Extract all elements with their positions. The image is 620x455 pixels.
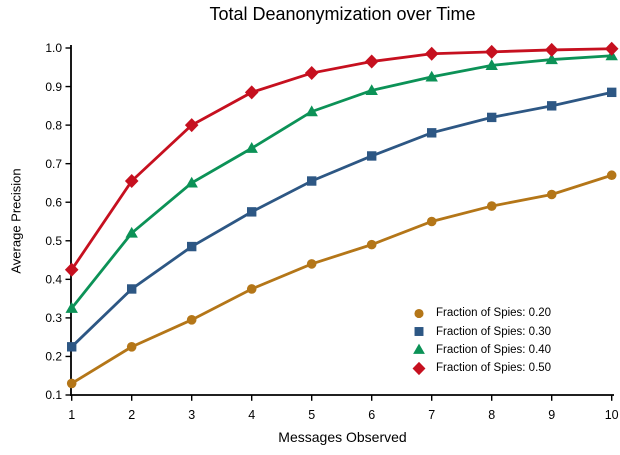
triangle-legend-icon <box>413 344 425 355</box>
y-tick-label: 0.5 <box>45 234 62 248</box>
triangle-marker <box>545 53 558 65</box>
x-tick-label: 2 <box>128 408 135 422</box>
legend-item: Fraction of Spies: 0.40 <box>407 341 551 359</box>
diamond-marker <box>184 118 199 133</box>
legend-item: Fraction of Spies: 0.50 <box>407 359 551 377</box>
series-line <box>70 173 613 385</box>
diamond-marker <box>604 41 619 56</box>
diamond-marker <box>484 44 499 59</box>
triangle-marker <box>305 105 318 117</box>
circle-marker <box>246 284 257 294</box>
x-tick-label: 6 <box>368 408 375 422</box>
circle-marker <box>414 308 424 318</box>
square-marker <box>307 176 317 186</box>
diamond-marker <box>424 46 439 61</box>
square-marker <box>367 151 377 161</box>
x-tick-label: 10 <box>605 408 619 422</box>
diamond-legend-icon <box>412 361 426 376</box>
circle-legend-icon <box>414 308 424 318</box>
diamond-marker <box>124 174 139 189</box>
legend-item-label: Fraction of Spies: 0.30 <box>436 325 552 338</box>
y-tick-label: 0.8 <box>45 118 62 132</box>
square-legend-icon <box>414 327 424 337</box>
circle-marker <box>426 216 437 227</box>
circle-marker <box>186 315 197 325</box>
diamond-marker <box>304 66 319 81</box>
x-tick-label: 8 <box>488 408 495 422</box>
legend-item-label: Fraction of Spies: 0.50 <box>436 362 552 375</box>
y-tick-label: 0.6 <box>45 195 62 209</box>
square-marker <box>547 101 557 111</box>
series-0.50 <box>64 41 619 277</box>
series-0.40 <box>65 49 618 313</box>
x-tick-label: 1 <box>68 408 75 422</box>
x-tick-label: 9 <box>548 408 555 422</box>
chart-title: Total Deanonymization over Time <box>209 4 476 24</box>
circle-marker <box>66 378 77 389</box>
triangle-marker <box>125 226 138 238</box>
triangle-marker <box>65 302 78 313</box>
y-tick-label: 0.1 <box>45 388 62 402</box>
diamond-marker <box>364 54 379 69</box>
legend-item: Fraction of Spies: 0.30 <box>407 322 551 340</box>
series-0.20 <box>66 170 617 389</box>
series-line <box>70 47 612 271</box>
y-tick-label: 0.9 <box>45 80 62 94</box>
series-0.30 <box>67 87 617 352</box>
circle-marker <box>606 170 617 181</box>
triangle-marker <box>425 70 438 82</box>
square-marker <box>607 87 617 98</box>
square-marker <box>127 284 137 294</box>
diamond-marker <box>244 85 259 100</box>
triangle-marker <box>185 176 198 188</box>
diamond-marker <box>412 361 426 376</box>
legend-item-label: Fraction of Spies: 0.40 <box>436 343 552 356</box>
legend: Fraction of Spies: 0.20 Fraction of Spies… <box>407 304 551 378</box>
square-marker <box>487 112 497 123</box>
series-line <box>70 54 612 310</box>
square-marker <box>187 241 197 252</box>
y-tick-label: 0.2 <box>45 350 62 364</box>
y-tick-label: 0.3 <box>45 311 62 325</box>
square-marker <box>67 342 77 352</box>
circle-marker <box>546 189 557 200</box>
circle-marker <box>366 239 377 250</box>
x-tick-label: 4 <box>248 408 255 422</box>
x-tick-label: 3 <box>188 408 195 422</box>
x-tick-label: 7 <box>428 408 435 422</box>
legend-item: Fraction of Spies: 0.20 <box>407 304 551 322</box>
triangle-marker <box>365 84 378 96</box>
triangle-marker <box>413 344 425 355</box>
diamond-marker <box>64 262 79 277</box>
circle-marker <box>486 201 497 211</box>
circle-marker <box>306 259 317 269</box>
x-axis-label: Messages Observed <box>278 429 407 445</box>
y-tick-label: 0.4 <box>45 273 62 287</box>
y-tick-label: 1.0 <box>45 41 62 55</box>
legend-item-label: Fraction of Spies: 0.20 <box>436 307 552 320</box>
square-marker <box>247 207 257 217</box>
square-marker <box>427 128 437 138</box>
y-tick-label: 0.7 <box>45 157 62 171</box>
triangle-marker <box>245 142 258 153</box>
square-marker <box>414 327 424 337</box>
circle-marker <box>126 342 137 352</box>
x-tick-label: 5 <box>308 408 315 422</box>
series-line <box>70 90 613 348</box>
diamond-marker <box>544 42 559 57</box>
triangle-marker <box>485 59 498 70</box>
